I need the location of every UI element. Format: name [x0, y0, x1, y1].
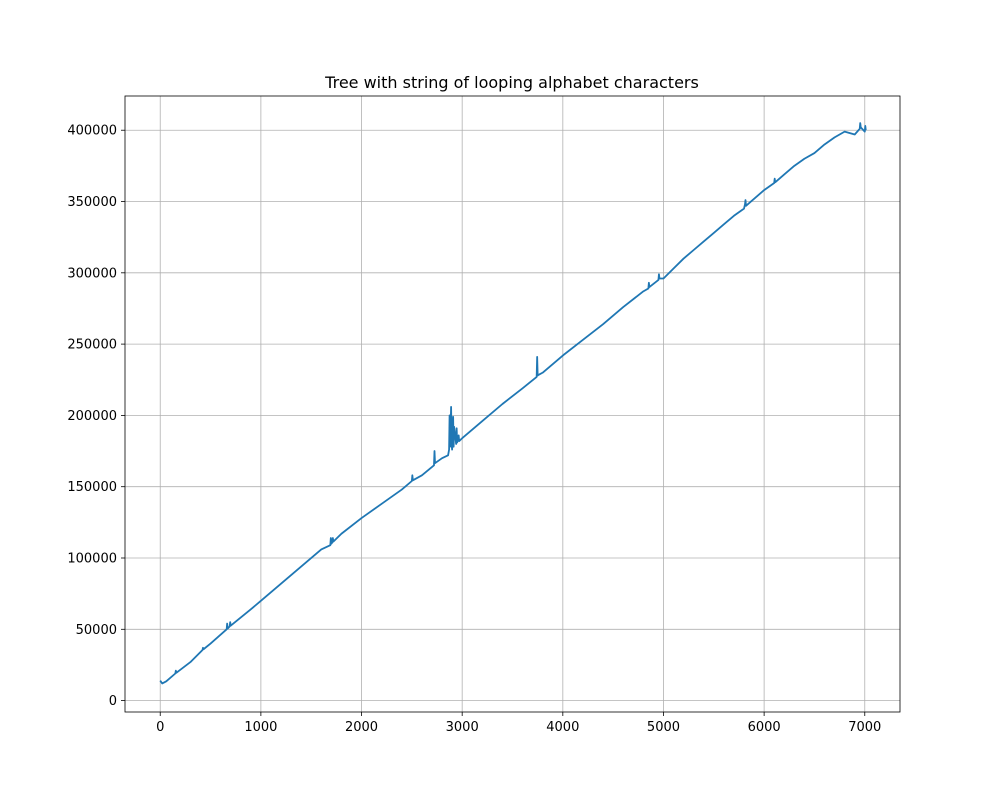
series-line-0 — [159, 122, 867, 685]
y-tick-label: 100000 — [67, 552, 117, 567]
x-tick-label: 2000 — [345, 720, 378, 735]
plot-frame — [124, 95, 901, 713]
x-tick-label: 4000 — [546, 720, 579, 735]
x-tick-label: 1000 — [244, 720, 277, 735]
y-tick-label: 0 — [109, 694, 117, 709]
chart-title: Tree with string of looping alphabet cha… — [324, 73, 699, 92]
x-tick-label: 0 — [156, 720, 164, 735]
series-group — [159, 122, 867, 685]
y-tick-label: 150000 — [67, 480, 117, 495]
grid-lines — [125, 96, 900, 712]
y-tick-label: 300000 — [67, 266, 117, 281]
x-tick-label: 5000 — [647, 720, 680, 735]
x-tick-label: 7000 — [848, 720, 881, 735]
x-tick-label: 3000 — [446, 720, 479, 735]
y-tick-label: 50000 — [76, 623, 117, 638]
y-tick-label: 350000 — [67, 195, 117, 210]
y-tick-label: 400000 — [67, 124, 117, 139]
axis-ticks: 0 1000 2000 3000 4000 5000 6000 7000 0 50000 10000… — [67, 124, 881, 735]
y-tick-label: 250000 — [67, 338, 117, 353]
y-tick-label: 200000 — [67, 409, 117, 424]
x-tick-label: 6000 — [748, 720, 781, 735]
